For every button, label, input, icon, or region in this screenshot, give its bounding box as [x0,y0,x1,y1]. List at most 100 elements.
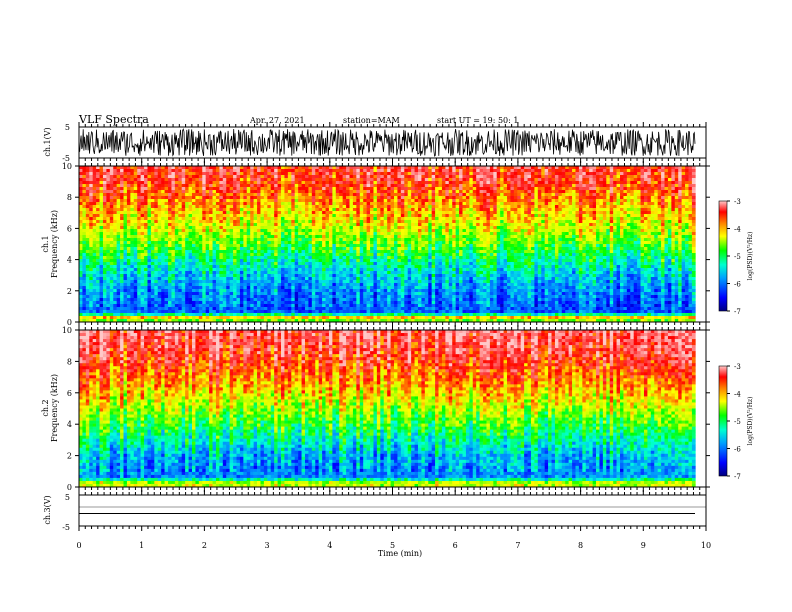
spectrogram-cell [342,259,347,263]
spectrogram-cell [212,286,217,290]
spectrogram-cell [99,277,104,281]
spectrogram-cell [253,298,258,302]
spectrogram-cell [123,256,128,260]
spectrogram-cell [342,196,347,200]
spectrogram-cell [195,292,200,296]
spectrogram-cell [287,190,292,194]
spectrogram-cell [236,244,241,248]
spectrogram-cell [140,313,145,317]
spectrogram-cell [181,220,186,224]
spectrogram-cell [380,238,385,242]
spectrogram-cell [270,277,275,281]
spectrogram-cell [260,304,265,308]
spectrogram-cell [99,295,104,299]
spectrogram-cell [120,190,124,194]
spectrogram-cell [185,277,189,281]
spectrogram-cell [284,271,289,275]
spectrogram-cell [366,193,371,197]
spectrogram-cell [198,220,203,224]
spectrogram-cell [239,220,244,224]
spectrogram-cell [277,253,282,257]
spectrogram-cell [370,193,374,197]
spectrogram-cell [82,196,87,200]
spectrogram-cell [387,217,391,221]
spectrogram-cell [370,202,374,206]
spectrogram-cell [144,187,148,191]
spectrogram-cell [304,265,309,269]
spectrogram-cell [123,301,128,305]
spectrogram-cell [178,238,183,242]
spectrogram-cell [133,292,138,296]
spectrogram-cell [79,277,83,281]
spectrogram-cell [205,265,210,269]
spectrogram-cell [239,271,244,275]
spectrogram-cell [205,280,210,284]
spectrogram-cell [243,238,248,242]
spectrogram-cell [137,244,141,248]
spectrogram-cell [356,217,361,221]
spectrogram-cell [154,241,159,245]
spectrogram-cell [85,205,90,209]
spectrogram-cell [154,190,159,194]
spectrogram-cell [304,316,309,320]
spectrogram-cell [116,259,121,263]
spectrogram-cell [349,274,354,278]
spectrogram-cell [140,301,145,305]
spectrogram-cell [284,226,289,230]
spectrogram-cell [260,280,265,284]
spectrogram-cell [332,316,337,320]
spectrogram-cell [397,307,402,311]
spectrogram-cell [257,184,261,188]
spectrogram-cell [181,316,186,320]
spectrogram-cell [325,253,330,257]
spectrogram-cell [209,193,213,197]
header-station: station=MAM [343,116,400,125]
spectrogram-cell [144,271,148,275]
spectrogram-cell [144,208,148,212]
spectrogram-cell [394,259,398,263]
spectrogram-cell [154,250,159,254]
spectrogram-cell [322,262,326,266]
spectrogram-cell [123,202,128,206]
spectrogram-cell [126,229,131,233]
spectrogram-cell [400,274,405,278]
spectrogram-cell [356,181,361,185]
spectrogram-cell [322,253,326,257]
spectrogram-cell [140,271,145,275]
spectrogram-cell [123,283,128,287]
spectrogram-cell [185,259,189,263]
spectrogram-cell [202,190,206,194]
spectrogram-cell [99,196,104,200]
spectrogram-cell [171,211,176,215]
spectrogram-cell [102,253,107,257]
spectrogram-cell [229,208,234,212]
spectrogram-cell [267,169,272,173]
spectrogram-cell [284,316,289,320]
spectrogram-cell [89,184,93,188]
spectrogram-cell [82,187,87,191]
spectrogram-cell [328,253,333,257]
spectrogram-cell [257,205,261,209]
spectrogram-cell [325,220,330,224]
spectrogram-cell [89,202,93,206]
spectrogram-cell [298,274,302,278]
spectrogram-cell [212,310,217,314]
spectrogram-cell [113,310,117,314]
spectrogram-cell [277,217,282,221]
spectrogram-cell [346,175,350,179]
spectrogram-cell [99,310,104,314]
spectrogram-cell [239,301,244,305]
spectrogram-cell [267,202,272,206]
spectrogram-cell [342,316,347,320]
spectrogram-cell [192,319,196,323]
spectrogram-cell [397,196,402,200]
spectrogram-cell [116,304,121,308]
spectrogram-cell [161,220,165,224]
spectrogram-cell [99,313,104,317]
spectrogram-cell [257,289,261,293]
spectrogram-cell [397,187,402,191]
spectrogram-cell [171,313,176,317]
spectrogram-cell [192,238,196,242]
spectrogram-cell [346,283,350,287]
spectrogram-cell [150,292,155,296]
